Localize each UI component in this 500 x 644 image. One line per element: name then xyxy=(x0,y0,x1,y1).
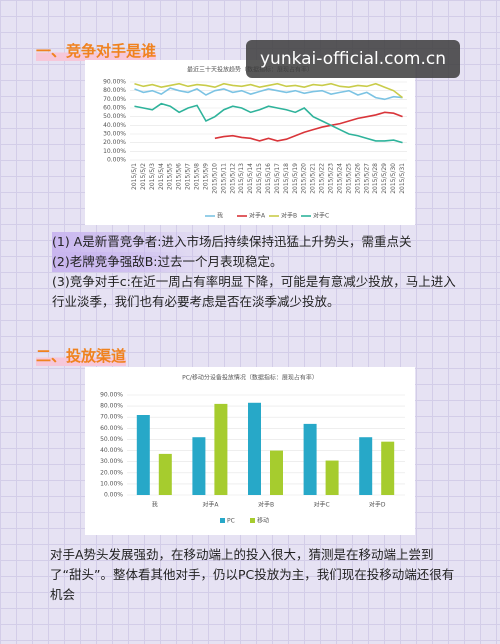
y-tick-label: 50.00% xyxy=(100,436,123,443)
x-tick-label: 2015/5/16 xyxy=(265,163,272,194)
paragraph: (2)老牌竞争强敌B:过去一个月表现稳定。 xyxy=(52,252,352,272)
x-tick-label: 2015/5/12 xyxy=(229,163,236,194)
legend-label: 对手C xyxy=(313,212,329,220)
x-tick-label: 对手D xyxy=(369,501,386,509)
x-tick-label: 2015/5/18 xyxy=(283,163,290,194)
bar xyxy=(270,450,283,495)
bar xyxy=(303,423,317,495)
x-tick-label: 2015/5/4 xyxy=(158,163,165,190)
paragraph: (3)竞争对手c:在近一周占有率明显下降，可能是有意减少投放，马上进入行业淡季，… xyxy=(52,274,456,309)
bar xyxy=(359,437,373,495)
section-heading: 二、投放渠道 xyxy=(36,345,127,366)
section-heading: 一、竞争对手是谁 xyxy=(36,40,157,61)
bar xyxy=(325,460,339,495)
x-tick-label: 2015/5/10 xyxy=(211,163,218,194)
legend-label: 移动 xyxy=(257,517,269,525)
y-tick-label: 60.00% xyxy=(103,105,126,112)
y-tick-label: 60.00% xyxy=(100,425,123,432)
x-tick-label: 2015/5/1 xyxy=(131,163,138,190)
series-line xyxy=(134,82,404,99)
y-tick-label: 0.00% xyxy=(104,492,123,499)
x-tick-label: 2015/5/5 xyxy=(167,163,174,190)
legend-label: PC xyxy=(227,518,235,525)
x-tick-label: 2015/5/27 xyxy=(363,163,370,194)
bar xyxy=(158,453,172,495)
x-tick-label: 2015/5/20 xyxy=(301,163,308,194)
y-tick-label: 90.00% xyxy=(100,392,123,399)
legend-label: 我 xyxy=(217,212,223,220)
bar xyxy=(192,437,206,495)
y-tick-label: 70.00% xyxy=(103,96,126,103)
bar-chart: 0.00% 10.00% 20.00% 30.00% 40.00% 50.00% 60.00… xyxy=(85,367,415,535)
x-tick-label: 我 xyxy=(152,501,158,509)
y-tick-label: 80.00% xyxy=(103,87,126,94)
x-tick-label: 2015/5/6 xyxy=(176,163,183,190)
y-tick-label: 20.00% xyxy=(103,139,126,146)
series-line xyxy=(134,87,403,101)
bar xyxy=(248,402,261,495)
x-tick-label: 2015/5/11 xyxy=(220,163,227,194)
x-tick-label: 2015/5/25 xyxy=(345,163,352,194)
x-tick-label: 2015/5/17 xyxy=(274,163,281,194)
watermark: yunkai-official.com.cn xyxy=(246,40,460,78)
x-tick-label: 2015/5/29 xyxy=(381,163,388,194)
x-tick-label: 2015/5/31 xyxy=(399,163,406,194)
x-tick-label: 2015/5/3 xyxy=(149,163,156,190)
x-tick-label: 2015/5/9 xyxy=(202,163,209,190)
legend-swatch xyxy=(250,518,255,523)
y-tick-label: 80.00% xyxy=(100,403,123,410)
x-tick-label: 2015/5/24 xyxy=(336,163,343,194)
bar xyxy=(136,415,150,495)
y-tick-label: 70.00% xyxy=(100,414,123,421)
x-tick-label: 2015/5/23 xyxy=(328,163,335,194)
x-tick-label: 2015/5/19 xyxy=(292,163,299,194)
x-tick-label: 2015/5/21 xyxy=(310,163,317,194)
x-tick-label: 对手B xyxy=(258,501,274,509)
series-line xyxy=(134,102,403,144)
x-tick-label: 对手C xyxy=(313,501,329,509)
y-tick-label: 20.00% xyxy=(100,469,123,476)
chart-title: PC/移动分设备投放情况（数据指标：展现占有率） xyxy=(182,374,318,382)
y-tick-label: 30.00% xyxy=(103,131,126,138)
legend-label: 对手A xyxy=(249,212,266,220)
x-tick-label: 2015/5/22 xyxy=(319,163,326,194)
y-tick-label: 40.00% xyxy=(103,122,126,129)
legend-label: 对手B xyxy=(281,212,297,220)
bar xyxy=(381,441,395,495)
y-tick-label: 40.00% xyxy=(100,447,123,454)
bar xyxy=(214,403,228,495)
series-line xyxy=(214,111,403,142)
x-tick-label: 2015/5/26 xyxy=(354,163,361,194)
x-tick-label: 2015/5/13 xyxy=(238,163,245,194)
x-tick-label: 2015/5/28 xyxy=(372,163,379,194)
y-tick-label: 90.00% xyxy=(103,79,126,86)
x-tick-label: 2015/5/30 xyxy=(390,163,397,194)
x-tick-label: 2015/5/8 xyxy=(194,163,201,190)
y-tick-label: 10.00% xyxy=(103,148,126,155)
y-tick-label: 10.00% xyxy=(100,480,123,487)
paragraph: 对手A势头发展强劲，在移动端上的投入很大，猜测是在移动端上尝到了“甜头”。整体看… xyxy=(50,547,455,602)
y-tick-label: 50.00% xyxy=(103,113,126,120)
x-tick-label: 2015/5/2 xyxy=(140,163,147,190)
x-tick-label: 2015/5/15 xyxy=(256,163,263,194)
x-tick-label: 2015/5/14 xyxy=(247,163,254,194)
line-chart: 0.00% 10.00% 20.00%30.00% 40.00% 50.00%60.00… xyxy=(85,60,415,225)
legend-swatch xyxy=(220,518,225,523)
x-tick-label: 对手A xyxy=(202,501,219,509)
y-tick-label: 0.00% xyxy=(107,157,126,164)
x-tick-label: 2015/5/7 xyxy=(185,163,192,190)
y-tick-label: 30.00% xyxy=(100,458,123,465)
